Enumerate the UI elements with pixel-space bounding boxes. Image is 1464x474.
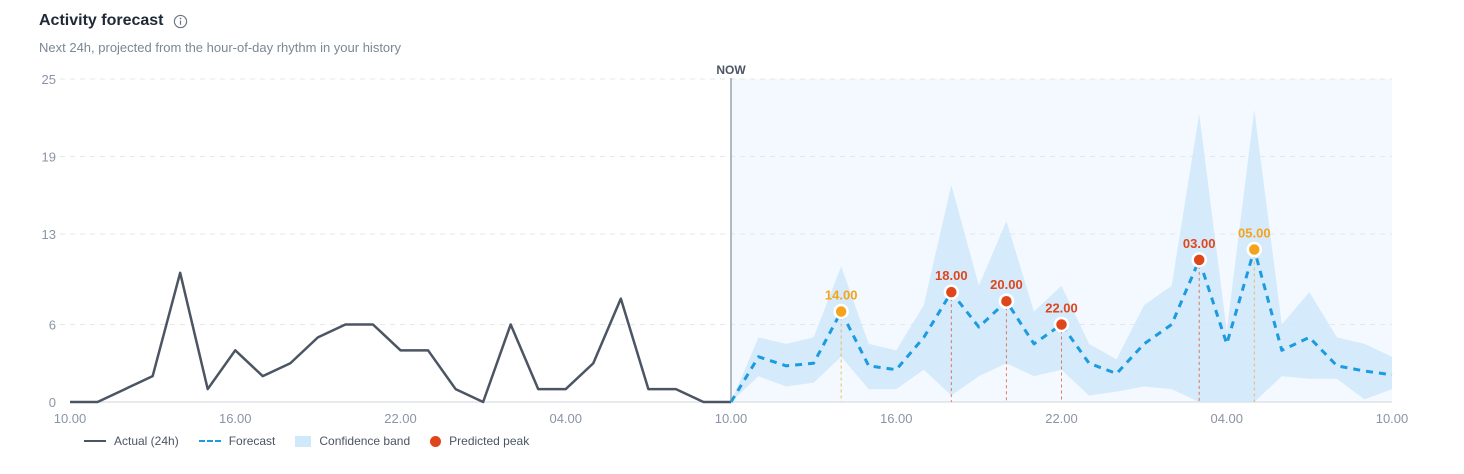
chart-legend: Actual (24h) Forecast Confidence band Pr… xyxy=(84,434,549,448)
forecast-line xyxy=(729,248,1393,403)
x-tick-label-6: 22.00 xyxy=(1045,411,1078,426)
legend-label-actual: Actual (24h) xyxy=(114,434,179,448)
legend-swatch-actual xyxy=(84,440,106,442)
legend-swatch-forecast xyxy=(198,440,221,442)
chart-title: Activity forecast xyxy=(39,12,164,29)
y-tick-label-1: 6 xyxy=(49,317,56,332)
legend-swatch-peak xyxy=(430,435,442,447)
peak-label-4: 03.00 xyxy=(1183,236,1216,251)
x-tick-label-7: 04.00 xyxy=(1210,411,1243,426)
peak-marker-0 xyxy=(833,303,849,320)
peak-marker-2 xyxy=(998,293,1015,309)
x-tick-label-1: 16.00 xyxy=(219,411,252,426)
chart-subtitle: Next 24h, projected from the hour-of-day… xyxy=(39,40,401,55)
x-tick-label-4: 10.00 xyxy=(715,411,748,426)
y-tick-label-0: 0 xyxy=(49,395,56,410)
info-circle-icon[interactable] xyxy=(173,14,188,29)
legend-item-forecast[interactable]: Forecast xyxy=(198,434,276,448)
x-tick-label-2: 22.00 xyxy=(384,411,417,426)
title-row: Activity forecast xyxy=(39,12,188,30)
peak-label-1: 18.00 xyxy=(935,268,968,283)
legend-swatch-band xyxy=(295,435,312,447)
x-tick-label-5: 16.00 xyxy=(880,411,913,426)
x-tick-label-0: 10.00 xyxy=(54,411,87,426)
peak-label-3: 22.00 xyxy=(1045,300,1078,315)
peak-marker-1 xyxy=(943,284,960,300)
legend-item-actual[interactable]: Actual (24h) xyxy=(84,434,179,448)
peak-label-2: 20.00 xyxy=(990,277,1023,292)
x-tick-label-3: 04.00 xyxy=(549,411,582,426)
y-tick-label-3: 19 xyxy=(42,150,56,165)
peak-label-5: 05.00 xyxy=(1238,226,1271,241)
peak-label-0: 14.00 xyxy=(825,288,858,303)
legend-item-peak[interactable]: Predicted peak xyxy=(430,434,529,448)
legend-item-band[interactable]: Confidence band xyxy=(295,434,410,448)
y-tick-label-2: 13 xyxy=(42,227,56,242)
y-tick-label-4: 25 xyxy=(42,72,56,87)
peak-marker-3 xyxy=(1053,316,1070,333)
actual-line xyxy=(70,271,731,404)
peak-marker-4 xyxy=(1191,252,1207,268)
now-label: NOW xyxy=(716,63,746,77)
peak-marker-5 xyxy=(1246,241,1263,258)
legend-label-forecast: Forecast xyxy=(228,434,276,448)
legend-label-peak: Predicted peak xyxy=(449,434,530,448)
x-tick-label-8: 10.00 xyxy=(1376,411,1409,426)
legend-label-band: Confidence band xyxy=(319,434,411,448)
